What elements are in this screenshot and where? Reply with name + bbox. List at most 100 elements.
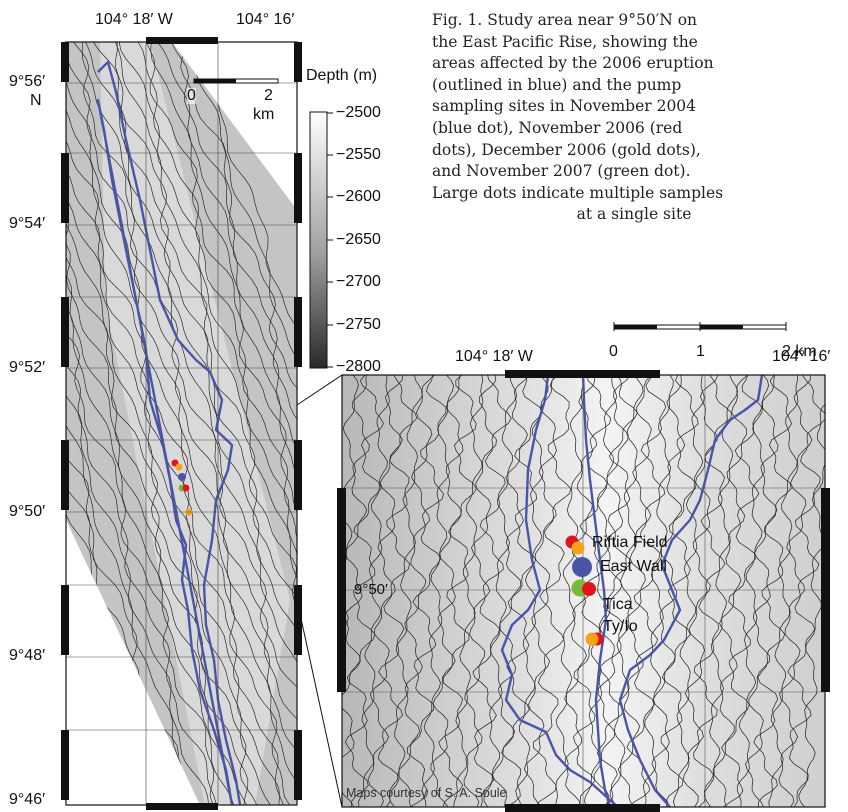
contour-line [66,42,297,805]
inset-scale-label-1: 1 [696,343,705,360]
caption-line: areas affected by the 2006 eruption [432,54,714,73]
depth-tick-label: −2550 [336,146,381,163]
contour-line [118,42,297,805]
contour-line [584,375,618,807]
contour-line [66,42,297,805]
overview-lat-label: 9°56′ [9,73,46,90]
contour-line [145,42,297,805]
contour-line [93,42,297,805]
contour-line [712,375,749,807]
contour-line [66,42,235,805]
overview-dot-gold [175,463,183,471]
contour-line [472,375,512,807]
contour-line [673,375,705,807]
contour-line [787,375,825,807]
contour-line [115,42,297,805]
overview-scale-label-km: km [253,106,275,123]
contour-line [523,375,557,807]
depth-tick-label: −2500 [336,104,381,121]
overview-scale-bar [193,78,279,84]
overview-eruption-outline [96,60,242,805]
inset-eruption-outline [500,375,764,807]
inset-connector-lines [296,374,343,808]
inset-dot-eastwall-blue [572,557,592,577]
contour-line [682,375,719,807]
figure-caption: Fig. 1. Study area near 9°50′N on the Ea… [432,10,836,226]
inset-contours [342,375,825,807]
contour-line [736,375,769,807]
overview-lat-hemisphere: N [30,92,42,109]
contour-line [463,375,497,807]
caption-line: dots), December 2006 (gold dots), [432,140,701,159]
contour-line [745,375,779,807]
inset-scale-label-2km: 2 km [782,343,817,360]
inset-scale-bar [613,322,787,331]
overview-lat-label: 9°54′ [9,215,46,232]
inset-lon-label-west: 104° 18′ W [455,348,533,365]
contour-line [430,375,464,807]
inset-lat-label: 9°50′ [354,581,388,598]
inset-dot-riftia-gold [571,541,585,555]
contour-line [501,375,543,807]
contour-line [66,42,209,805]
contour-line [453,375,484,807]
site-label-tica: Tica [603,596,633,613]
depth-tick-label: −2700 [336,273,381,290]
contour-line [66,42,196,805]
overview-scale-label-2: 2 [264,87,273,104]
depth-legend-title: Depth (m) [306,67,378,84]
contour-line [703,375,739,807]
overview-lat-label: 9°46′ [9,791,46,808]
contour-line [554,375,585,807]
contour-line [397,375,436,807]
contour-line [150,42,297,805]
contour-line [157,42,297,805]
caption-line: at a single site [576,205,692,224]
overview-dot-red-2 [182,484,190,492]
contour-line [66,42,271,805]
caption-line: (outlined in blue) and the pump [432,75,682,94]
contour-line [73,42,297,805]
contour-line [377,375,418,807]
contour-line [660,375,699,807]
inset-map [337,370,830,812]
site-label-riftia-field: Riftia Field [592,534,668,551]
contour-line [533,375,572,807]
contour-line [81,42,297,805]
contour-line [593,375,631,807]
contour-line [137,42,297,805]
inset-lon-label-east: 104° 16′ [772,348,831,365]
contour-line [609,375,644,807]
overview-lat-label: 9°48′ [9,647,46,664]
overview-lat-label: 9°50′ [9,503,46,520]
site-label-east-wall: East Wall [600,558,667,575]
contour-line [66,42,280,805]
contour-line [421,375,454,807]
contour-line [651,375,686,807]
contour-line [66,42,284,805]
caption-line: Fig. 1. Study area near 9°50′N on [432,11,698,29]
map-credit: Maps courtesy of S. A. Soule [346,786,507,800]
overview-map [61,37,302,810]
contour-line [66,42,258,805]
contour-line [406,375,447,807]
inset-dot-tyio-gold [585,632,599,646]
overview-contours [66,42,297,805]
contour-line [753,375,793,807]
contour-line [721,375,763,807]
caption-line: Large dots indicate multiple samples [432,183,724,202]
contour-line [66,42,290,805]
depth-tick-label: −2750 [336,316,381,333]
contour-line [768,375,799,807]
contour-line [358,375,390,807]
contour-line [367,375,403,807]
overview-lon-label-west: 104° 18′ W [95,11,173,28]
contour-line [596,375,638,807]
contour-line [183,42,297,805]
contour-line [66,42,249,805]
contour-line [642,375,674,807]
inset-frame-ticks [337,370,830,812]
contour-line [344,375,384,807]
contour-line [626,375,667,807]
